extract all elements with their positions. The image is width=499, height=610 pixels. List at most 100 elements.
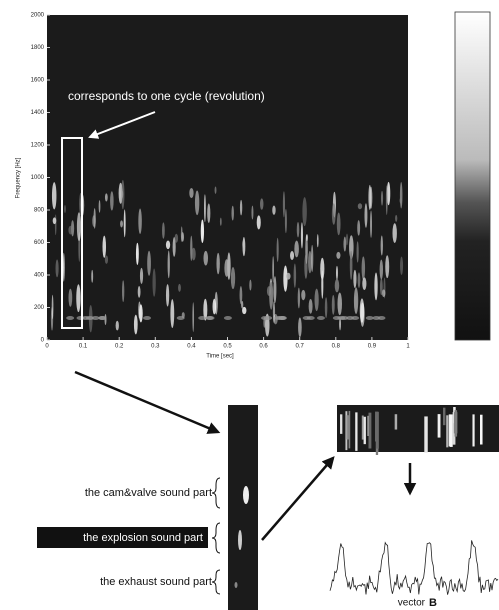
energy-blob	[336, 212, 341, 236]
energy-blob	[167, 250, 170, 279]
energy-blob	[143, 316, 152, 320]
energy-blob	[278, 316, 287, 320]
strip-energy	[238, 530, 242, 550]
strip-energy	[243, 486, 249, 504]
energy-blob	[316, 316, 325, 320]
energy-blob	[308, 250, 312, 274]
energy-blob	[302, 197, 307, 227]
energy-blob	[230, 266, 236, 290]
part-label: the explosion sound part	[83, 532, 203, 544]
energy-blob	[242, 236, 246, 257]
energy-blob	[115, 320, 119, 331]
energy-blob	[66, 316, 75, 320]
energy-stripe	[394, 414, 398, 430]
energy-blob	[372, 316, 381, 320]
energy-blob	[385, 185, 388, 215]
vector-prefix: vector	[398, 598, 426, 609]
energy-blob	[345, 233, 349, 246]
energy-blob	[92, 215, 96, 227]
energy-blob	[306, 234, 308, 242]
energy-blob	[364, 203, 368, 228]
energy-blob	[147, 250, 151, 276]
energy-blob	[122, 280, 125, 303]
x-tick-label: 0.8	[332, 344, 341, 350]
energy-blob	[273, 276, 277, 304]
energy-stripe	[340, 414, 343, 434]
energy-blob	[85, 316, 94, 320]
energy-blob	[346, 316, 355, 320]
energy-blob	[55, 259, 59, 278]
brace	[211, 522, 221, 554]
energy-blob	[104, 255, 109, 264]
energy-blob	[282, 191, 286, 218]
energy-blob	[205, 316, 214, 320]
energy-blob	[293, 263, 297, 288]
colorbar	[454, 11, 491, 341]
energy-stripe	[368, 412, 372, 449]
spectrogram-plot	[47, 15, 408, 340]
energy-blob	[300, 222, 303, 249]
energy-blob	[272, 205, 276, 215]
energy-blob	[172, 237, 176, 257]
x-tick-label: 0.7	[296, 344, 305, 350]
energy-blob	[386, 181, 391, 206]
vector-name: B	[429, 597, 437, 609]
energy-blob	[64, 205, 66, 214]
energy-stripe	[437, 414, 441, 438]
energy-blob	[272, 256, 274, 283]
y-tick-label: 1000	[31, 175, 45, 181]
energy-stripe	[453, 412, 458, 434]
energy-blob	[276, 237, 279, 262]
y-tick-label: 1200	[31, 143, 45, 149]
energy-blob	[260, 198, 264, 210]
energy-blob	[368, 184, 372, 210]
arrow	[74, 370, 221, 434]
energy-blob	[54, 214, 57, 236]
energy-blob	[357, 203, 363, 210]
energy-blob	[98, 316, 107, 320]
energy-blob	[216, 252, 220, 275]
energy-blob	[359, 298, 365, 323]
energy-blob	[239, 199, 243, 216]
energy-blob	[316, 234, 319, 248]
energy-stripe	[480, 414, 483, 445]
energy-blob	[379, 278, 383, 296]
energy-blob	[51, 182, 57, 210]
energy-blob	[219, 217, 222, 226]
energy-blob	[123, 209, 126, 238]
energy-blob	[102, 235, 107, 258]
brace	[211, 477, 221, 509]
energy-blob	[214, 186, 217, 194]
energy-blob	[297, 287, 301, 309]
energy-blob	[308, 299, 313, 314]
energy-blob	[331, 203, 336, 225]
x-tick-label: 0.3	[151, 344, 160, 350]
y-tick-label: 2000	[31, 13, 45, 19]
energy-blob	[135, 242, 139, 265]
energy-blob	[133, 314, 138, 335]
energy-blob	[170, 299, 175, 329]
vector-waveform	[329, 540, 499, 595]
energy-blob	[194, 190, 200, 216]
energy-blob	[354, 295, 358, 313]
energy-blob	[294, 240, 299, 258]
energy-blob	[392, 223, 397, 243]
energy-blob	[241, 300, 244, 309]
energy-blob	[174, 233, 179, 243]
energy-blob	[379, 259, 384, 280]
energy-stripe	[363, 416, 366, 445]
energy-stripe	[348, 410, 351, 449]
energy-blob	[343, 236, 347, 252]
energy-blob	[284, 208, 287, 234]
strip-energy	[234, 582, 238, 588]
energy-blob	[301, 289, 306, 301]
energy-blob	[349, 235, 354, 259]
energy-blob	[165, 240, 171, 250]
energy-blob	[121, 179, 125, 210]
energy-blob	[91, 316, 100, 320]
annotation: corresponds to one cycle (revolution)	[68, 89, 265, 103]
energy-blob	[139, 304, 143, 323]
y-tick-label: 600	[34, 240, 45, 246]
x-tick-label: 0	[45, 344, 49, 350]
energy-blob	[204, 194, 206, 223]
